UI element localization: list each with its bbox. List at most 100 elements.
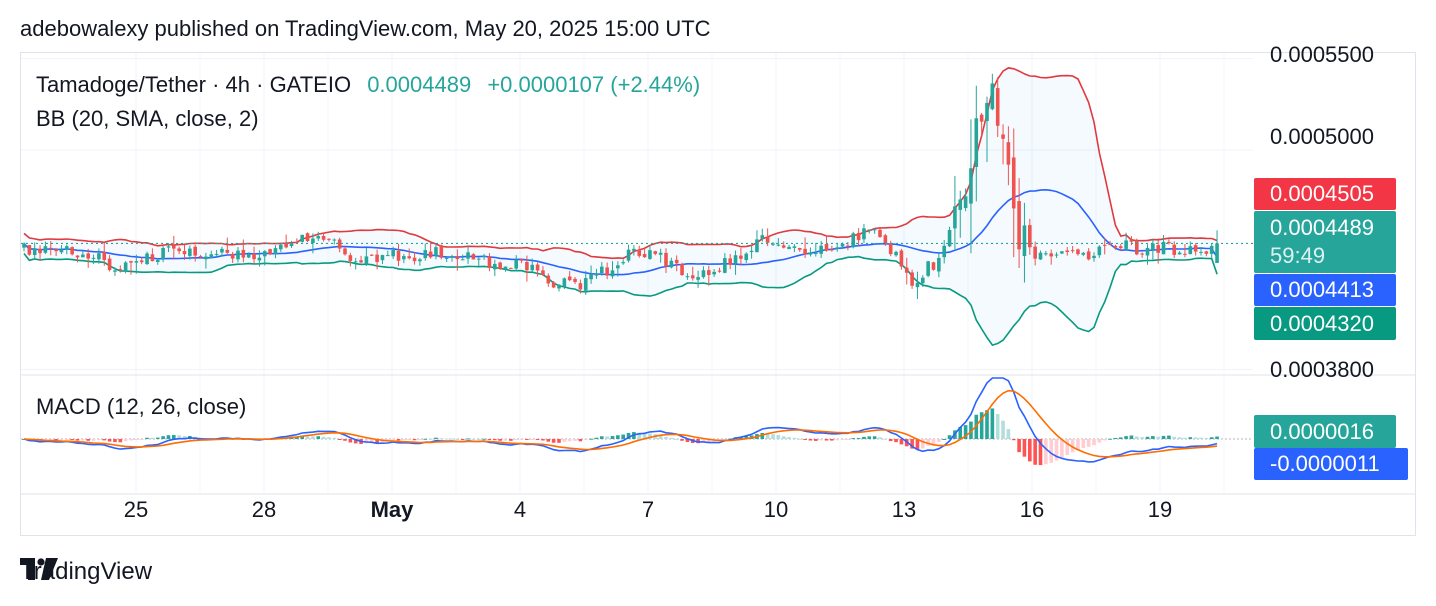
candle-body-20 (129, 261, 133, 263)
candle-body-147 (808, 252, 813, 255)
macd-hist-bar-17 (113, 439, 117, 443)
macd-hist-bar-210 (1145, 436, 1150, 439)
macd-hist-bar-51 (295, 436, 299, 439)
macd-hist-bar-113 (626, 432, 631, 439)
candle-body-218 (1188, 246, 1193, 255)
candle-body-8 (65, 246, 69, 250)
candle-body-102 (567, 276, 572, 281)
macd-hist-bar-7 (59, 439, 64, 440)
candle-body-190 (1038, 252, 1043, 260)
candle-body-37 (220, 248, 224, 253)
macd-hist-bar-202 (1102, 439, 1107, 441)
candle-body-109 (605, 267, 609, 276)
macd-hist-bar-138 (760, 432, 765, 439)
macd-hist-bar-184 (1006, 429, 1011, 439)
candle-body-166 (910, 272, 914, 286)
macd-hist-bar-187 (1022, 439, 1027, 457)
macd-hist-bar-183 (1001, 420, 1005, 439)
candle-body-223 (1215, 243, 1219, 263)
macd-hist-bar-12 (86, 439, 90, 441)
macd-hist-bar-193 (1054, 439, 1059, 461)
candle-body-73 (412, 257, 417, 262)
symbol-title[interactable]: Tamadoge/Tether · 4h · GATEIO (36, 72, 352, 97)
macd-hist-bar-162 (888, 439, 893, 442)
macd-hist-bar-100 (557, 439, 561, 443)
candle-body-45 (262, 251, 267, 257)
macd-hist-bar-86 (482, 438, 486, 440)
candle-body-7 (59, 249, 64, 253)
macd-hist-bar-182 (995, 414, 1000, 439)
candle-body-158 (867, 229, 872, 231)
macd-hist-bar-95 (530, 439, 535, 440)
macd-hist-bar-58 (332, 437, 337, 439)
candle-body-157 (862, 228, 866, 240)
candle-body-65 (369, 254, 374, 256)
chart-frame[interactable]: 25 28 May 4 7 10 13 16 19 (20, 52, 1416, 536)
time-axis-tick-0: 25 (124, 497, 148, 522)
candle-body-57 (327, 238, 331, 240)
candle-body-164 (899, 250, 904, 267)
last-price-badge: 0.0004489 59:49 (1254, 211, 1396, 273)
candle-body-168 (921, 277, 925, 284)
tradingview-brand[interactable]: TradingView (20, 558, 152, 586)
candle-body-106 (589, 274, 593, 280)
macd-hist-bar-211 (1151, 436, 1155, 439)
candle-body-144 (792, 246, 797, 248)
macd-hist-bar-180 (985, 410, 989, 439)
macd-hist-bar-14 (97, 439, 101, 441)
candle-body-180 (985, 102, 989, 122)
candle-body-176 (963, 196, 968, 209)
macd-hist-bar-28 (172, 435, 176, 439)
candle-body-143 (787, 246, 791, 250)
candle-body-134 (739, 255, 743, 259)
candle-countdown: 59:49 (1270, 243, 1326, 268)
macd-hist-bar-199 (1086, 439, 1091, 447)
macd-hist-bar-179 (979, 412, 984, 439)
macd-hist-bar-15 (102, 439, 107, 441)
candle-body-24 (150, 254, 155, 262)
candle-body-89 (498, 262, 502, 270)
macd-hist-bar-145 (797, 438, 802, 440)
macd-hist-bar-27 (166, 435, 171, 439)
candle-body-5 (48, 247, 53, 249)
macd-hist-bar-82 (460, 439, 465, 440)
macd-hist-bar-215 (1172, 436, 1177, 439)
candle-body-25 (155, 259, 160, 262)
macd-hist-bar-89 (498, 439, 502, 441)
macd-hist-bar-156 (856, 438, 861, 440)
macd-hist-bar-173 (947, 435, 952, 439)
candle-body-10 (75, 255, 80, 258)
macd-hist-bar-87 (487, 439, 492, 440)
candle-body-34 (204, 256, 208, 260)
candle-body-167 (915, 282, 920, 288)
macd-hist-bar-155 (851, 438, 856, 440)
macd-hist-bar-115 (637, 432, 642, 439)
candle-body-99 (551, 282, 556, 288)
candle-body-160 (878, 229, 882, 237)
macd-hist-bar-207 (1129, 435, 1134, 439)
macd-hist-bar-213 (1161, 435, 1166, 439)
macd-indicator-legend[interactable]: MACD (12, 26, close) (36, 394, 247, 419)
macd-hist-bar-74 (418, 439, 422, 441)
candle-body-174 (953, 206, 957, 229)
candle-body-83 (466, 252, 470, 259)
candle-body-179 (979, 114, 984, 122)
candle-body-152 (835, 247, 839, 249)
macd-hist-bar-55 (316, 436, 321, 439)
candle-body-198 (1081, 252, 1086, 255)
macd-hist-bar-92 (514, 439, 518, 440)
candle-body-26 (161, 247, 165, 260)
bb-indicator-legend[interactable]: BB (20, SMA, close, 2) (36, 106, 259, 131)
candle-body-135 (744, 253, 749, 261)
macd-hist-bar-140 (771, 434, 775, 439)
chart-canvas[interactable]: 25 28 May 4 7 10 13 16 19 (21, 53, 1416, 536)
bb-lower-line (23, 253, 1218, 347)
macd-hist-bar-132 (728, 438, 732, 440)
macd-hist-bar-6 (54, 439, 58, 441)
candle-body-202 (1102, 244, 1107, 246)
time-axis-tick-1: 28 (252, 497, 276, 522)
macd-hist-bar-60 (343, 439, 347, 441)
candle-body-31 (188, 248, 192, 256)
time-axis-tick-2: May (371, 497, 415, 522)
publisher-caption: adebowalexy published on TradingView.com… (20, 16, 711, 41)
